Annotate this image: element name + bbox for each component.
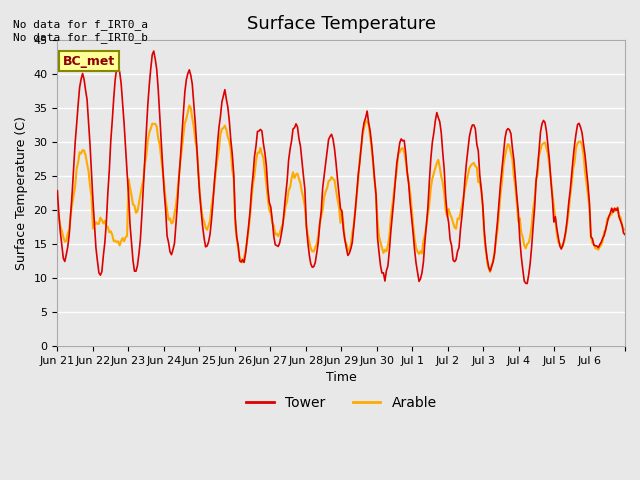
Text: BC_met: BC_met bbox=[63, 55, 115, 68]
Y-axis label: Surface Temperature (C): Surface Temperature (C) bbox=[15, 116, 28, 270]
Text: No data for f_IRT0_a
No data for f_IRT0_b: No data for f_IRT0_a No data for f_IRT0_… bbox=[13, 19, 148, 43]
Legend: Tower, Arable: Tower, Arable bbox=[240, 390, 442, 416]
X-axis label: Time: Time bbox=[326, 371, 356, 384]
Title: Surface Temperature: Surface Temperature bbox=[246, 15, 436, 33]
